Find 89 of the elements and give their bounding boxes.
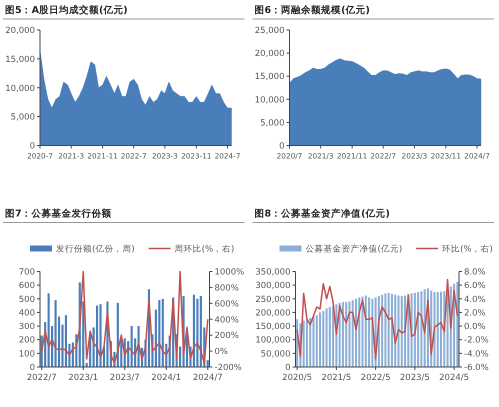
y-tick-label: 600: [18, 281, 35, 292]
bar: [368, 297, 370, 367]
y2-tick-label: 200%: [214, 331, 239, 342]
bar: [328, 306, 331, 367]
bar: [384, 293, 386, 367]
chart-title: 图7：公募基金发行份额: [5, 208, 113, 220]
y2-tick-label: 4.0%: [464, 294, 486, 305]
y-tick-label: 10,000: [254, 95, 284, 106]
y2-tick-label: 800%: [214, 283, 239, 294]
y-tick-label: 100: [18, 349, 35, 360]
y-tick-label: 15,000: [254, 72, 284, 82]
x-tick-label: 2021/5: [321, 373, 352, 383]
bar: [397, 296, 400, 367]
bar: [436, 292, 439, 367]
bar: [309, 318, 312, 367]
bar: [388, 292, 390, 367]
y-tick-label: 300,000: [255, 281, 290, 292]
bar: [381, 294, 384, 367]
y-tick-label: 10,000: [5, 84, 35, 94]
y2-tick-label: -200%: [214, 363, 242, 373]
bar: [348, 302, 350, 367]
y-tick-label: 500: [18, 294, 35, 305]
y2-tick-label: 600%: [214, 299, 239, 310]
bar: [420, 291, 422, 367]
bar: [364, 296, 367, 367]
y-tick-label: 20,000: [254, 49, 284, 60]
bar: [316, 315, 318, 367]
y2-tick-label: 2.0%: [464, 308, 486, 318]
x-tick-label: 2023/7: [110, 373, 140, 383]
y-tick-label: 0: [30, 142, 35, 152]
x-tick-label: 2024/1: [151, 373, 182, 383]
bar: [456, 282, 458, 367]
chart-title: 图5：A股日均成交额(亿元): [5, 4, 128, 16]
y-tick-label: 200,000: [255, 308, 290, 318]
line-series: [296, 278, 458, 360]
y-tick-label: 200: [18, 336, 35, 346]
x-tick-label: 2024/7: [192, 373, 223, 383]
x-tick-label: 2023/5: [400, 373, 430, 383]
bar: [162, 298, 164, 367]
y-tick-label: 5,000: [10, 112, 35, 123]
legend-label: 环比(%，右): [442, 244, 493, 254]
y-tick-label: 15,000: [5, 54, 35, 65]
chart-title: 图6：两融余额规模(亿元): [254, 4, 370, 16]
y-tick-label: 100,000: [255, 336, 290, 346]
y-tick-label: 0: [279, 142, 284, 152]
bar: [306, 319, 308, 367]
y-tick-label: 5,000: [260, 118, 284, 128]
y2-tick-label: -6.0%: [464, 363, 489, 373]
y2-tick-label: 8.0%: [464, 268, 486, 278]
y2-tick-label: -4.0%: [464, 349, 489, 360]
y2-tick-label: 400%: [214, 315, 239, 326]
bar: [440, 292, 442, 367]
bar: [312, 316, 314, 367]
y-tick-label: 300: [18, 322, 35, 332]
bar: [352, 300, 354, 367]
x-tick-label: 2022/5: [360, 373, 391, 383]
y-tick-label: 25,000: [254, 26, 284, 36]
x-tick-label: 2024/5: [439, 373, 470, 383]
bar: [332, 306, 334, 367]
bar: [319, 312, 322, 367]
legend-label: 公募基金资产净值(亿元): [306, 244, 402, 254]
y-tick-label: 250,000: [255, 294, 290, 305]
bar: [342, 302, 344, 367]
bar: [302, 320, 305, 367]
chart-title: 图8：公募基金资产净值(亿元): [254, 208, 390, 220]
y2-tick-label: 0.0%: [464, 322, 486, 332]
legend-label: 发行份额(亿份，周): [56, 244, 135, 254]
x-tick-label: 2020/5: [282, 373, 312, 383]
y-tick-label: 700: [18, 268, 35, 278]
bar: [345, 302, 348, 367]
x-tick-label: 2023/1: [68, 373, 98, 383]
y-tick-label: 0: [30, 363, 35, 373]
y2-tick-label: 0%: [214, 347, 228, 358]
bar: [322, 311, 324, 367]
bar: [326, 308, 328, 367]
bar: [417, 292, 420, 367]
y-tick-label: 350,000: [255, 268, 290, 278]
y-tick-label: 20,000: [5, 26, 35, 36]
legend-label: 周环比(%，右): [174, 244, 234, 254]
bar: [400, 296, 403, 367]
y2-tick-label: 6.0%: [464, 281, 486, 292]
y-tick-label: 0: [285, 363, 290, 373]
x-tick-label: 2022/7: [26, 373, 57, 383]
y-tick-label: 150,000: [255, 322, 290, 332]
y-tick-label: 50,000: [260, 349, 290, 360]
y-tick-label: 400: [18, 308, 35, 318]
line-series: [40, 270, 209, 364]
y2-tick-label: 1000%: [214, 268, 244, 278]
y2-tick-label: -2.0%: [464, 336, 489, 346]
